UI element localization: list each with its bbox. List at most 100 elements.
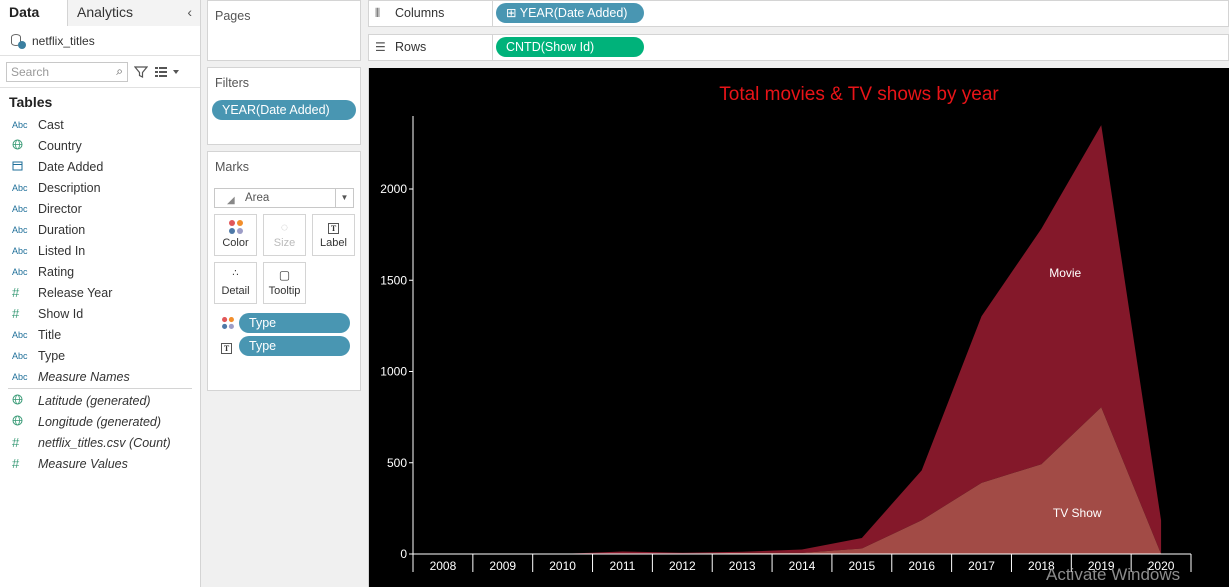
field-item[interactable]: Abc Duration	[0, 219, 200, 240]
detail-label: Detail	[221, 285, 250, 297]
x-tick-label: 2010	[549, 559, 576, 573]
x-tick-label: 2013	[729, 559, 756, 573]
rows-shelf[interactable]: ☰ Rows CNTD(Show Id)	[368, 34, 1229, 61]
string-type-icon: Abc	[12, 203, 28, 214]
field-item[interactable]: Abc Rating	[0, 261, 200, 282]
filters-shelf[interactable]: Filters YEAR(Date Added)	[207, 67, 361, 145]
columns-shelf[interactable]: ⫴ Columns ⊞ YEAR(Date Added)	[368, 0, 1229, 27]
pages-shelf[interactable]: Pages	[207, 0, 361, 61]
field-name: Listed In	[38, 243, 86, 258]
label-button[interactable]: T Label	[312, 214, 355, 256]
string-type-icon: Abc	[12, 350, 28, 361]
label-label: Label	[320, 237, 347, 249]
search-input[interactable]	[11, 64, 107, 79]
field-item[interactable]: Abc Director	[0, 198, 200, 219]
tab-data[interactable]: Data	[0, 0, 68, 26]
divider	[8, 388, 192, 389]
size-button[interactable]: ◌ Size	[263, 214, 306, 256]
label-field-icon: T	[221, 340, 235, 354]
tv-show-series-label: TV Show	[1053, 506, 1102, 520]
number-type-icon: #	[12, 285, 20, 300]
field-item[interactable]: # Measure Values	[0, 453, 200, 474]
movie-area	[442, 125, 1162, 554]
field-item[interactable]: # Release Year	[0, 282, 200, 303]
field-item[interactable]: Abc Title	[0, 324, 200, 345]
y-tick-label: 2000	[380, 182, 407, 196]
data-pane: Data Analytics ‹ netflix_titles ⌕ Tables…	[0, 0, 201, 587]
string-type-icon: Abc	[12, 329, 28, 340]
field-name: Measure Names	[38, 369, 130, 384]
string-type-icon: Abc	[12, 119, 28, 130]
field-name: Description	[38, 180, 101, 195]
field-item[interactable]: Country	[0, 135, 200, 156]
field-item[interactable]: Latitude (generated)	[0, 390, 200, 411]
tv-show-area	[442, 407, 1162, 554]
color-button[interactable]: Color	[214, 214, 257, 256]
columns-pill-text: YEAR(Date Added)	[519, 6, 628, 20]
x-tick-label: 2008	[430, 559, 457, 573]
globe-icon	[12, 139, 38, 153]
marks-card: Marks ◢ Area ▼ Color ◌ Size T Label ∴ De…	[207, 151, 361, 391]
x-tick-label: 2014	[789, 559, 816, 573]
field-name: Latitude (generated)	[38, 393, 151, 408]
string-type-icon: Abc	[12, 371, 28, 382]
color-field-icon	[221, 316, 235, 330]
field-name: Measure Values	[38, 456, 128, 471]
search-box: ⌕	[6, 61, 128, 82]
field-name: Title	[38, 327, 62, 342]
tab-analytics[interactable]: Analytics ‹	[68, 0, 200, 26]
filter-icon[interactable]	[134, 65, 148, 79]
x-tick-label: 2011	[610, 559, 636, 573]
tooltip-button[interactable]: ▢ Tooltip	[263, 262, 306, 304]
columns-pill-year[interactable]: ⊞ YEAR(Date Added)	[496, 3, 644, 23]
field-name: Date Added	[38, 159, 104, 174]
field-item[interactable]: Date Added	[0, 156, 200, 177]
field-name: Director	[38, 201, 82, 216]
chevron-down-icon: ▼	[335, 189, 353, 207]
field-item[interactable]: # netflix_titles.csv (Count)	[0, 432, 200, 453]
label-pill-type[interactable]: Type	[239, 336, 350, 356]
chart-title: Total movies & TV shows by year	[719, 84, 999, 105]
field-name: Rating	[38, 264, 75, 279]
rows-label: ☰ Rows	[369, 35, 493, 60]
chart-view[interactable]: Total movies & TV shows by year 0 500 1000 1…	[368, 68, 1229, 587]
number-type-icon: #	[12, 456, 20, 471]
field-item[interactable]: Abc Type	[0, 345, 200, 366]
columns-label-text: Columns	[395, 6, 445, 20]
rows-icon: ☰	[375, 40, 386, 54]
field-item[interactable]: Abc Description	[0, 177, 200, 198]
datasource-item[interactable]: netflix_titles	[0, 26, 200, 56]
measure-list: Latitude (generated) Longitude (generated…	[0, 390, 200, 474]
marks-title: Marks	[215, 160, 250, 174]
color-icon	[215, 215, 256, 237]
search-icon: ⌕	[116, 64, 123, 78]
area-chart: Total movies & TV shows by year 0 500 1000 1…	[380, 84, 1192, 573]
label-icon: T	[313, 215, 354, 237]
number-type-icon: #	[12, 435, 20, 450]
field-item[interactable]: Abc Listed In	[0, 240, 200, 261]
field-name: netflix_titles.csv (Count)	[38, 435, 171, 450]
x-tick-label: 2009	[489, 559, 516, 573]
x-tick-label: 2020	[1148, 559, 1175, 573]
field-item[interactable]: Longitude (generated)	[0, 411, 200, 432]
collapse-pane-icon[interactable]: ‹	[187, 4, 192, 20]
tables-heading: Tables	[9, 94, 53, 110]
y-tick-label: 500	[387, 456, 407, 470]
mark-type-select[interactable]: ◢ Area ▼	[214, 188, 354, 208]
field-name: Longitude (generated)	[38, 414, 162, 429]
x-tick-label: 2012	[669, 559, 696, 573]
filter-pill-year[interactable]: YEAR(Date Added)	[212, 100, 356, 120]
detail-button[interactable]: ∴ Detail	[214, 262, 257, 304]
view-options-icon[interactable]	[154, 66, 180, 78]
field-item[interactable]: Abc Cast	[0, 114, 200, 135]
shelves-column: Pages Filters YEAR(Date Added) Marks ◢ A…	[201, 0, 367, 587]
number-type-icon: #	[12, 306, 20, 321]
pages-title: Pages	[215, 9, 251, 23]
rows-pill-cntd[interactable]: CNTD(Show Id)	[496, 37, 644, 57]
field-name: Country	[38, 138, 82, 153]
color-pill-type[interactable]: Type	[239, 313, 350, 333]
filters-title: Filters	[215, 76, 250, 90]
string-type-icon: Abc	[12, 224, 28, 235]
field-item[interactable]: # Show Id	[0, 303, 200, 324]
field-item[interactable]: Abc Measure Names	[0, 366, 200, 387]
